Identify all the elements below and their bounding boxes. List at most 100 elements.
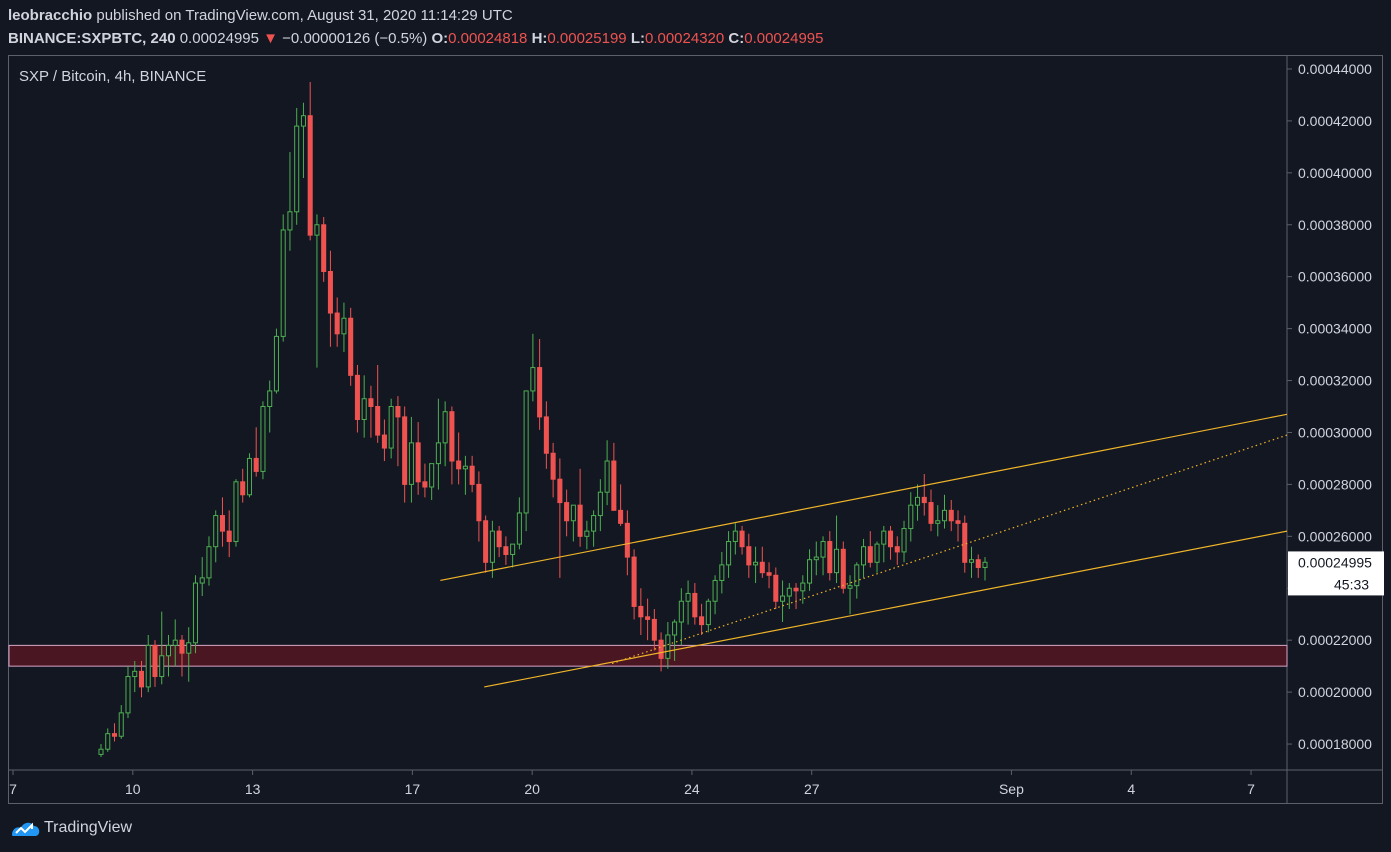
candle-body [280,229,286,337]
candle-body [125,676,131,714]
y-tick-label: 0.00040000 [1298,165,1372,181]
candle-body [321,224,327,272]
candle-body [307,115,313,236]
candle-body [557,478,563,504]
candle-body [604,460,610,493]
candle-body [503,546,509,556]
candle-body [935,520,941,524]
candle-body [888,530,894,548]
candle-body [719,564,725,581]
candle-body [962,522,968,563]
last-price-label-bg [1288,551,1384,596]
candle-body [941,509,948,522]
candle-body [469,465,475,485]
candle-body [314,224,320,236]
channel-line-upper [440,413,1288,582]
candle-body [341,317,347,335]
x-tick-label: 13 [245,781,261,797]
footer-brand[interactable]: TradingView [10,818,132,838]
candle-body [746,546,752,566]
candle-body [145,644,151,688]
candle-body [800,582,806,592]
candle-body [240,481,246,496]
candle-body [523,390,529,514]
candle-body [705,600,711,626]
candle-body [462,465,468,470]
candle-body [807,559,813,584]
x-tick-label: 7 [9,781,17,797]
channel-line-mid [611,434,1288,665]
down-arrow-icon: ▼ [263,30,278,47]
candle-body [813,556,819,561]
price-change: −0.00000126 (−0.5%) [282,30,428,47]
candle-body [759,561,765,574]
y-tick-label: 0.00020000 [1298,684,1372,700]
candle-body [820,541,826,558]
candle-body [186,642,192,654]
support-zone [8,644,1288,667]
author-name[interactable]: leobracchio [8,7,93,24]
y-tick-label: 0.00026000 [1298,528,1372,544]
candle-body [591,515,597,532]
last-price-label: 0.00024995 [1298,554,1372,570]
candle-body [921,496,927,504]
candle-body [165,644,172,657]
candle-body [375,406,381,436]
y-tick-label: 0.00018000 [1298,736,1372,752]
candle-body [246,457,252,496]
candle-body [766,572,772,576]
candle-body [874,543,880,563]
candle-body [638,605,644,618]
candle-body [483,520,489,563]
last-price: 0.00024995 [179,30,259,47]
candle-body [287,211,293,231]
candle-body [968,559,975,563]
footer-brand-label: TradingView [44,819,133,836]
candle-body [449,411,455,462]
candle-body [861,546,867,566]
candle-body [253,457,259,472]
candle-body [726,541,732,566]
candle-body [854,564,860,587]
candle-body [489,530,495,563]
candle-body [955,520,961,524]
candle-body [476,483,482,522]
candle-body [172,639,178,646]
close-value: 0.00024995 [744,30,824,47]
candle-body [199,577,205,584]
candle-body [435,442,441,465]
candle-body [624,522,630,558]
open-label: O: [431,30,449,47]
y-tick-label: 0.00022000 [1298,632,1372,648]
candle-body [456,460,462,470]
countdown-label: 45:33 [1334,576,1369,592]
y-tick-label: 0.00032000 [1298,373,1372,389]
candle-body [442,411,448,444]
candle-body [564,502,570,522]
candle-body [395,406,401,418]
high-value: 0.00025199 [547,30,627,47]
y-tick-label: 0.00028000 [1298,476,1372,492]
candle-body [408,442,414,485]
candle-body [753,561,759,566]
x-tick-label: 10 [125,781,141,797]
candle-body [881,530,887,545]
candle-body [982,561,988,568]
chart-frame [8,55,1383,804]
candle-body [206,546,212,579]
candle-body [867,546,873,563]
channel-line-lower [484,530,1288,688]
candle-body [732,530,738,543]
candle-body [908,504,914,530]
candle-body [233,481,239,543]
candle-body [415,442,421,483]
chart-title: SXP / Bitcoin, 4h, BINANCE [19,68,207,85]
candle-body [611,460,617,511]
candle-body [327,270,333,314]
candle-body [658,639,664,659]
candle-body [665,634,671,659]
x-tick-label: Sep [999,781,1024,797]
candle-body [773,574,779,602]
x-tick-label: 20 [524,781,540,797]
